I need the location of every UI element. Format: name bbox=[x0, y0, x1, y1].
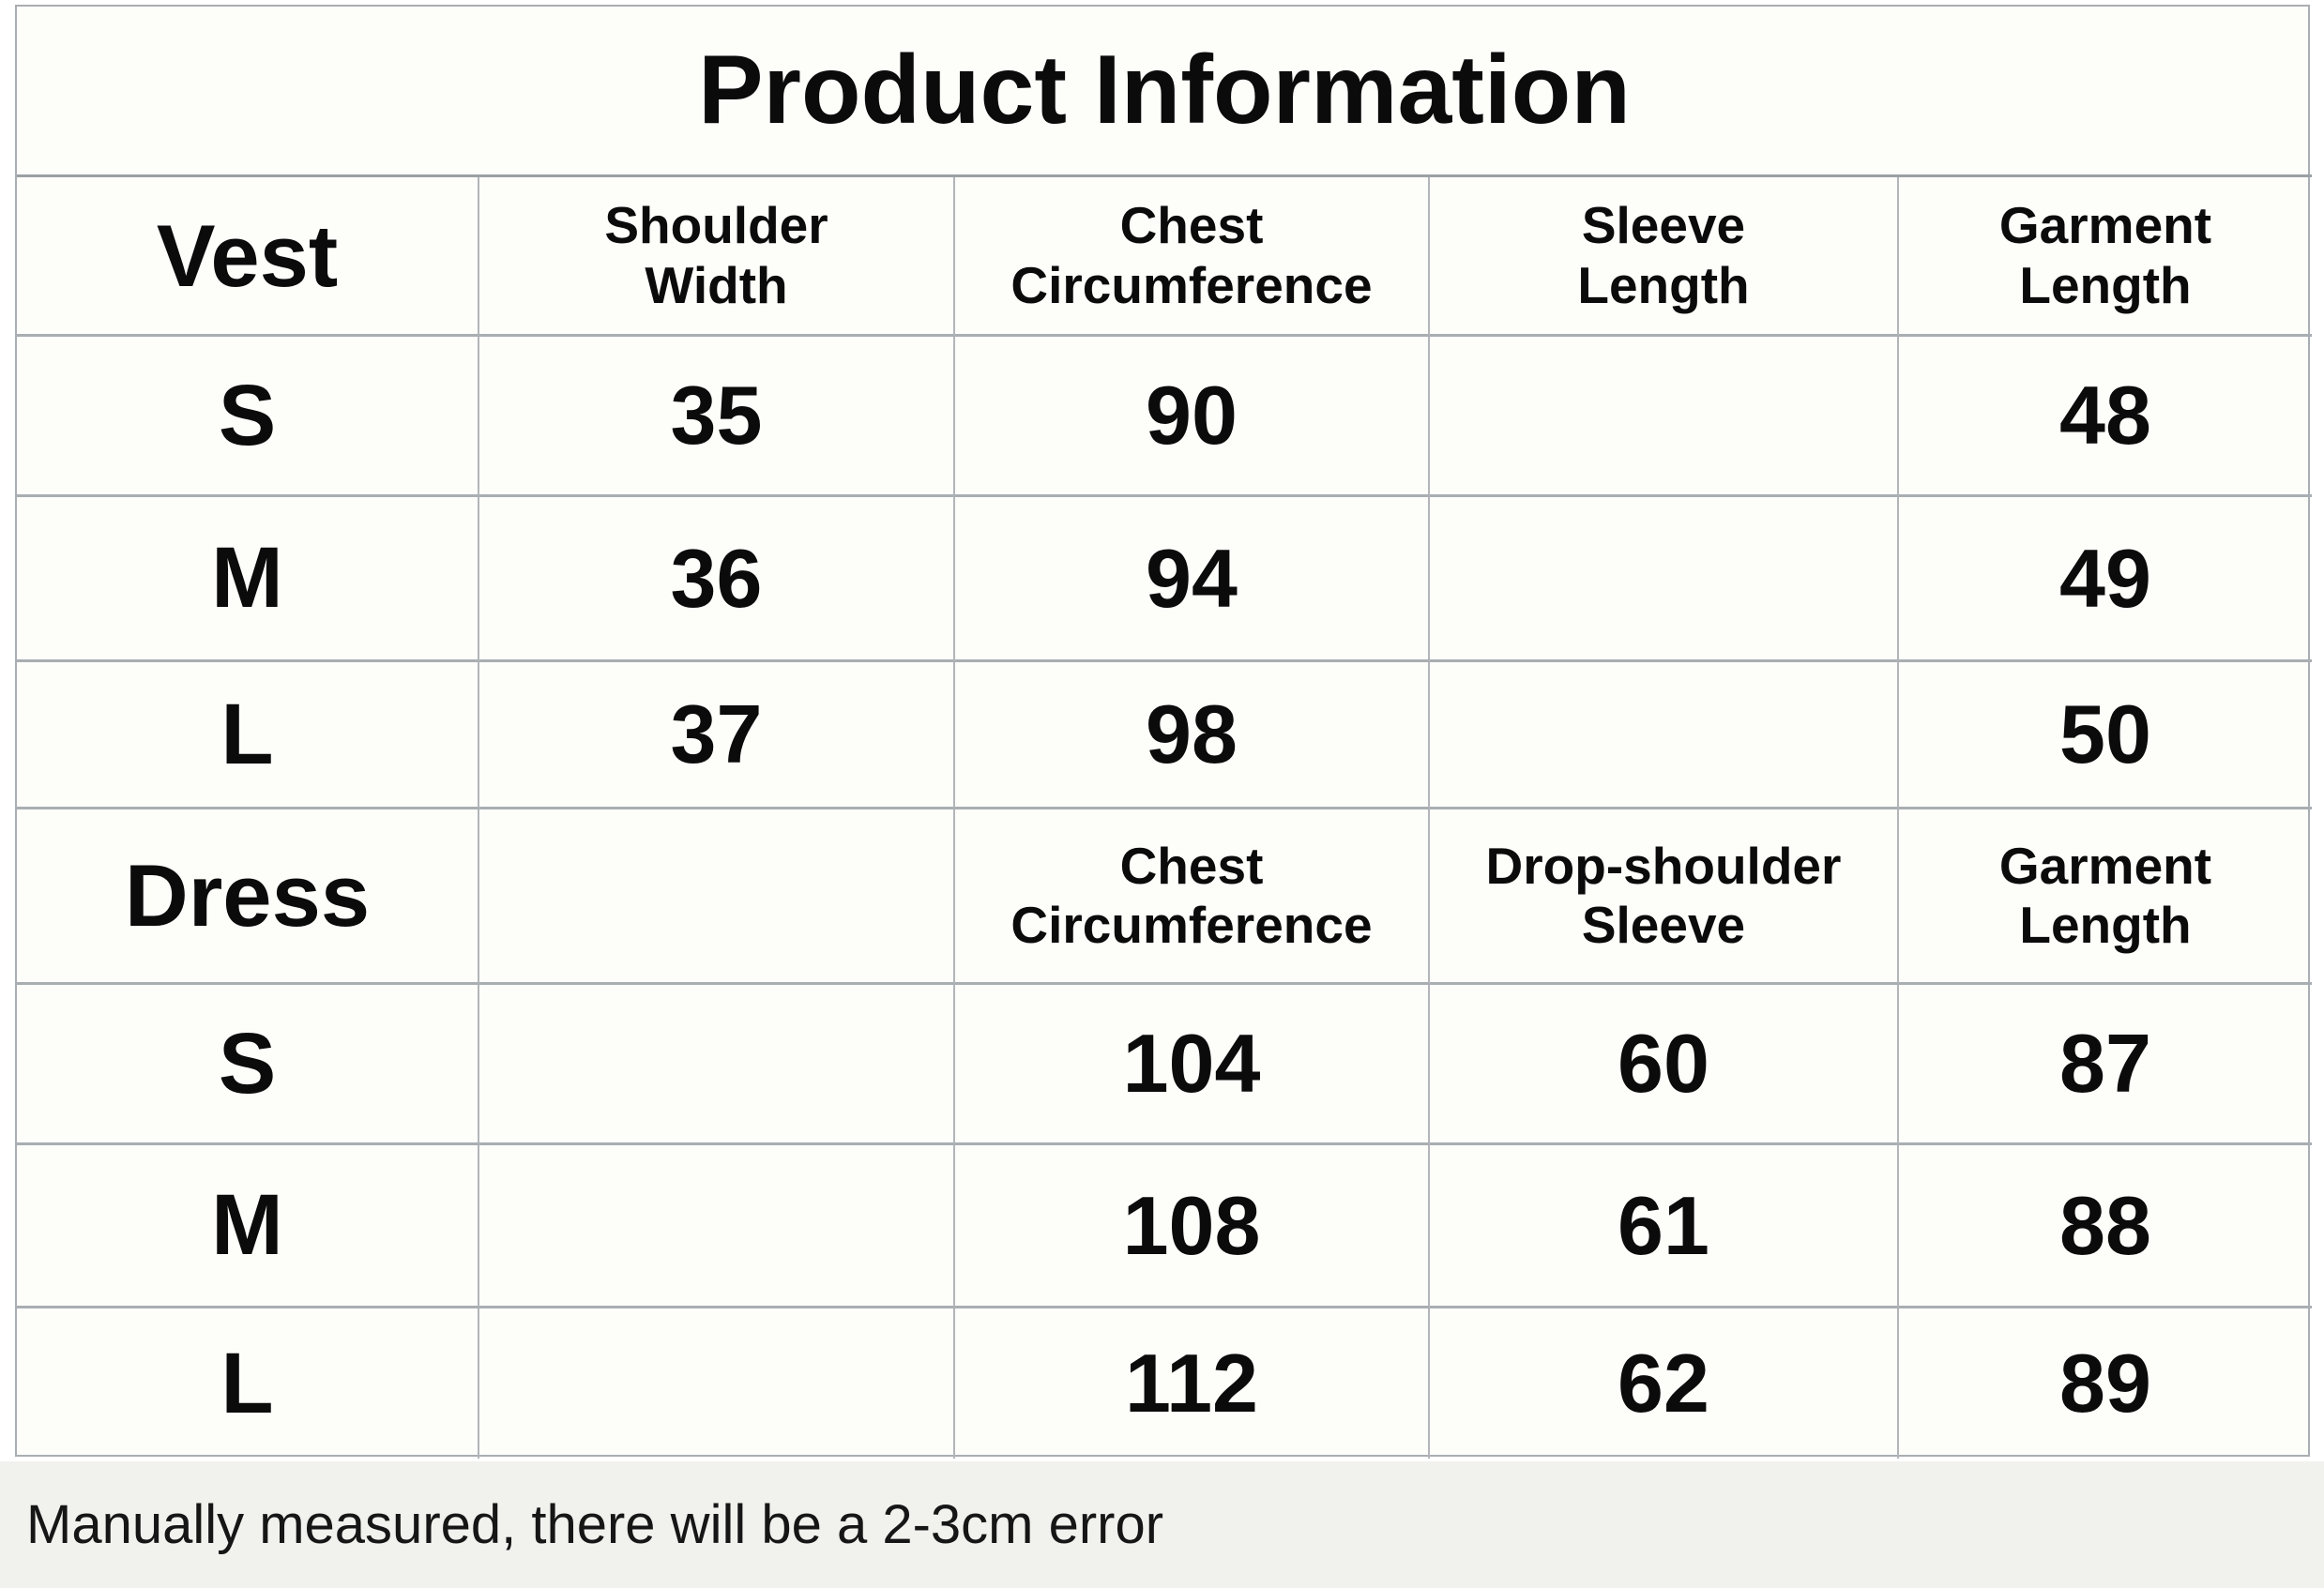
vest-m-shoulder-width: 36 bbox=[479, 497, 955, 662]
dress-m-col2 bbox=[479, 1145, 955, 1308]
dress-s-drop-shoulder-sleeve: 60 bbox=[1430, 985, 1899, 1145]
header-garment-length-dress: Garment Length bbox=[1899, 809, 2312, 985]
header-garment-length-vest: Garment Length bbox=[1899, 177, 2312, 337]
note-bar: Manually measured, there will be a 2-3cm… bbox=[0, 1461, 2324, 1588]
size-chart-table: Product Information Vest Shoulder Width … bbox=[15, 5, 2312, 1459]
header-chest-circumference-dress: Chest Circumference bbox=[955, 809, 1430, 985]
section-label-dress: Dress bbox=[17, 809, 479, 985]
dress-l-drop-shoulder-sleeve: 62 bbox=[1430, 1308, 1899, 1459]
dress-l-garment-length: 89 bbox=[2059, 1337, 2151, 1429]
vest-s-chest-circumference: 90 bbox=[955, 337, 1430, 497]
header-dress-empty bbox=[479, 809, 955, 985]
vest-l-shoulder-width: 37 bbox=[479, 662, 955, 809]
section-label-vest: Vest bbox=[17, 177, 479, 337]
dress-s-chest-circumference: 104 bbox=[955, 985, 1430, 1145]
vest-size-l: L bbox=[17, 662, 479, 809]
dress-size-m: M bbox=[17, 1145, 479, 1308]
dress-m-drop-shoulder-sleeve: 61 bbox=[1430, 1145, 1899, 1308]
vest-m-sleeve-length bbox=[1430, 497, 1899, 662]
header-sleeve-length: Sleeve Length bbox=[1430, 177, 1899, 337]
table-title: Product Information bbox=[17, 7, 2312, 177]
header-chest-circumference-vest: Chest Circumference bbox=[955, 177, 1430, 337]
vest-s-sleeve-length bbox=[1430, 337, 1899, 497]
dress-m-garment-length: 88 bbox=[1899, 1145, 2312, 1308]
dress-l-chest-circumference: 112 bbox=[955, 1308, 1430, 1459]
header-shoulder-width: Shoulder Width bbox=[479, 177, 955, 337]
dress-s-garment-length: 87 bbox=[1899, 985, 2312, 1145]
vest-l-sleeve-length bbox=[1430, 662, 1899, 809]
vest-size-s: S bbox=[17, 337, 479, 497]
dress-size-l: L bbox=[17, 1308, 479, 1459]
vest-size-m: M bbox=[17, 497, 479, 662]
vest-s-garment-length: 48 bbox=[1899, 337, 2312, 497]
dress-m-chest-circumference: 108 bbox=[955, 1145, 1430, 1308]
vest-l-chest-circumference: 98 bbox=[955, 662, 1430, 809]
vest-m-garment-length: 49 bbox=[1899, 497, 2312, 662]
dress-l-col2 bbox=[479, 1308, 955, 1459]
vest-m-chest-circumference: 94 bbox=[955, 497, 1430, 662]
vest-l-garment-length: 50 bbox=[1899, 662, 2312, 809]
dress-s-col2 bbox=[479, 985, 955, 1145]
dress-size-s: S bbox=[17, 985, 479, 1145]
header-drop-shoulder-sleeve: Drop-shoulder Sleeve bbox=[1430, 809, 1899, 985]
vest-s-shoulder-width: 35 bbox=[479, 337, 955, 497]
note-text: Manually measured, there will be a 2-3cm… bbox=[26, 1494, 1164, 1555]
